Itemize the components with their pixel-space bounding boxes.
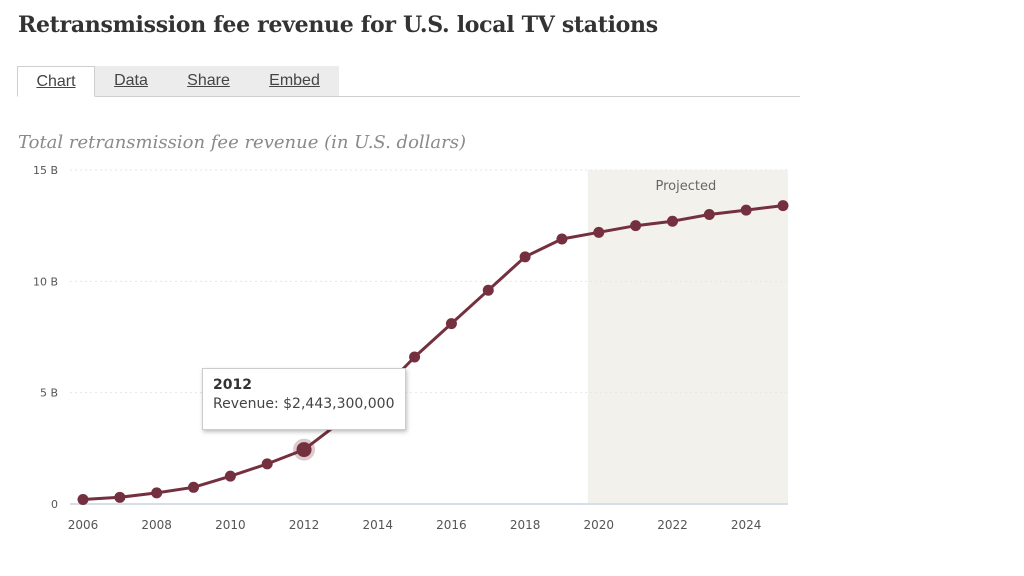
tab-share[interactable]: Share [167, 66, 250, 96]
tooltip-row: Revenue: $2,443,300,000 [213, 396, 395, 412]
data-point-highlighted[interactable] [296, 442, 312, 458]
data-point[interactable] [77, 494, 89, 506]
tab-data[interactable]: Data [95, 66, 167, 96]
x-tick-label: 2006 [68, 518, 99, 532]
x-axis: 2006 2008 2010 2012 2014 2016 2018 2020 2022 2024 [68, 518, 762, 532]
data-point[interactable] [666, 215, 678, 227]
data-point[interactable] [482, 284, 494, 296]
tooltip-label: Revenue: [213, 396, 279, 412]
grid-lines [70, 169, 788, 505]
data-point[interactable] [114, 491, 126, 503]
data-point[interactable] [593, 226, 605, 238]
x-tick-label: 2008 [141, 518, 172, 532]
projected-band [587, 170, 788, 504]
data-point[interactable] [519, 251, 531, 263]
revenue-line-chart: Projected 05 B10 B15 B 2006 2008 2010 2012 2… [33, 164, 789, 532]
x-tick-label: 2016 [436, 518, 467, 532]
x-tick-label: 2012 [289, 518, 320, 532]
data-point[interactable] [740, 204, 752, 216]
data-point[interactable] [630, 220, 642, 232]
y-tick-label: 15 B [33, 164, 58, 177]
y-axis: 0 5 B 10 B 15 B [33, 164, 58, 511]
x-tick-label: 2024 [731, 518, 762, 532]
x-tick-label: 2022 [657, 518, 688, 532]
x-tick-label: 2020 [584, 518, 615, 532]
y-tick-label: 10 B [33, 275, 58, 288]
y-tick-label: 0 [51, 498, 58, 511]
data-point[interactable] [703, 209, 715, 221]
data-point[interactable] [445, 318, 457, 330]
x-tick-label: 2010 [215, 518, 246, 532]
data-point[interactable] [224, 470, 236, 482]
data-point[interactable] [409, 351, 421, 363]
data-point[interactable] [777, 200, 789, 212]
data-point[interactable] [151, 487, 163, 499]
tab-chart[interactable]: Chart [17, 66, 95, 97]
x-tick-label: 2014 [362, 518, 393, 532]
tooltip-value: $2,443,300,000 [283, 396, 395, 412]
tab-embed[interactable]: Embed [250, 66, 339, 96]
tooltip-year: 2012 [213, 377, 252, 393]
projected-label: Projected [656, 179, 717, 194]
page-title: Retransmission fee revenue for U.S. loca… [18, 12, 658, 38]
chart-subtitle: Total retransmission fee revenue (in U.S… [18, 132, 467, 153]
data-point[interactable] [556, 233, 568, 245]
y-tick-label: 5 B [40, 387, 58, 400]
data-point[interactable] [261, 458, 273, 470]
revenue-series-line [82, 204, 784, 501]
data-point[interactable] [188, 481, 200, 493]
data-tooltip: 2012 Revenue: $2,443,300,000 [202, 368, 406, 430]
x-tick-label: 2018 [510, 518, 541, 532]
tab-bar: Chart Data Share Embed [17, 66, 800, 97]
